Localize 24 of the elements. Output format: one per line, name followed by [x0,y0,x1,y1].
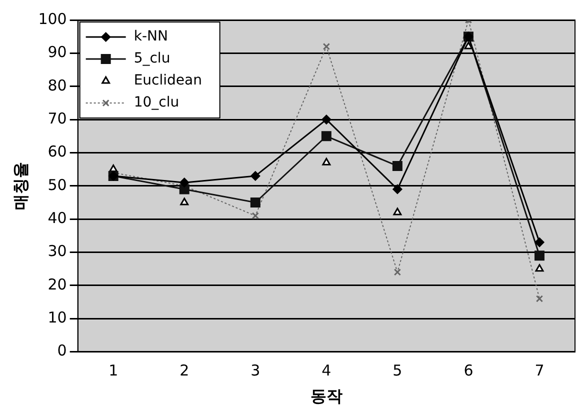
x-tick-label: 5 [392,362,402,380]
y-tick-label: 0 [57,342,67,360]
x-tick-label: 4 [322,362,332,380]
x-tick-label: 1 [108,362,118,380]
y-tick-label: 70 [48,109,67,128]
x-tick-label: 7 [534,362,544,380]
y-tick-label: 10 [48,308,67,327]
y-tick-label: 50 [48,176,67,194]
x-tick-label: 6 [464,362,474,380]
y-tick-label: 20 [48,275,67,294]
y-tick-label: 60 [48,142,67,161]
legend-label: 10_clu [134,94,180,111]
legend-label: Euclidean [134,72,202,89]
x-tick-label: 2 [180,362,190,380]
y-tick-label: 90 [48,43,67,62]
y-tick-label: 100 [38,10,67,28]
legend-label: k-NN [134,28,168,45]
y-tick-label: 40 [48,208,67,227]
legend-label: 5_clu [134,50,170,67]
y-tick-label: 80 [48,76,67,94]
y-axis-title: 매칭율 [10,162,30,210]
x-axis-title: 동작 [310,386,342,406]
x-tick-label: 3 [250,362,260,380]
y-tick-label: 30 [48,242,67,260]
